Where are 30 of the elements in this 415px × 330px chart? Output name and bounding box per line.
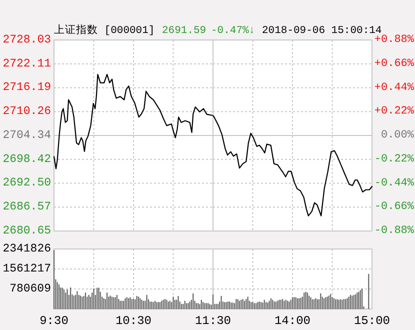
y-tick-label: 780609 <box>10 282 52 296</box>
x-tick-label: 11:30 <box>194 314 232 328</box>
y2-tick-label: -0.44% <box>374 177 414 190</box>
text: -0.47%↓ <box>211 25 256 37</box>
x-tick-label: 14:00 <box>274 314 311 328</box>
x-tick-label: 10:30 <box>115 314 152 328</box>
y-tick-label: 2710.26 <box>2 105 52 118</box>
y-tick-label: 2704.34 <box>2 129 52 142</box>
text: 2018-09-06 15:00:14 <box>262 25 382 37</box>
x-tick-label: 9:30 <box>40 314 68 328</box>
y2-tick-label: -0.66% <box>374 201 414 214</box>
y-tick-label: 2341826 <box>2 242 52 256</box>
y-tick-label: 2716.19 <box>2 81 52 94</box>
y-tick-label: 2722.11 <box>2 57 52 70</box>
y2-tick-label: -0.22% <box>374 153 414 166</box>
y-tick-label: 2680.65 <box>2 224 52 238</box>
y-tick-label: 1561217 <box>2 262 51 276</box>
y2-tick-label: +0.44% <box>374 82 414 94</box>
y2-tick-label: +0.22% <box>374 106 414 118</box>
chart-title: 上证指数 [000001] <box>54 23 155 37</box>
y2-tick-label: 0.00% <box>380 130 414 142</box>
y2-tick-label: +0.88% <box>374 34 414 46</box>
y2-tick-label: -0.88% <box>374 225 414 237</box>
x-tick-label: 15:00 <box>354 314 390 328</box>
y-tick-label: 2728.03 <box>2 34 52 46</box>
y2-tick-label: +0.66% <box>374 58 414 70</box>
y-tick-label: 2686.57 <box>2 200 51 214</box>
y-tick-label: 2692.50 <box>2 176 52 190</box>
y-tick-label: 2698.42 <box>2 152 52 166</box>
text: 2691.59 <box>162 25 206 37</box>
